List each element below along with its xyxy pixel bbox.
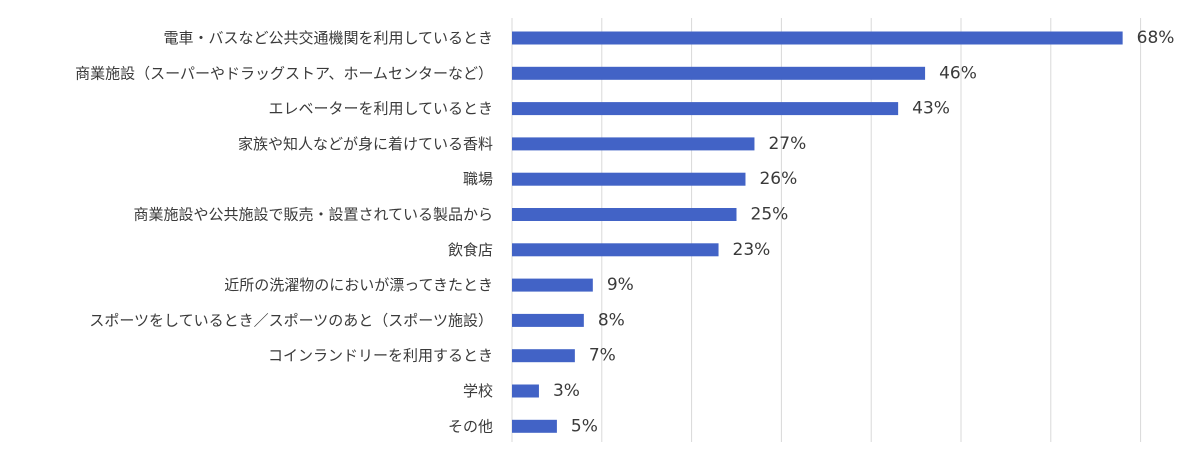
value-label: 8% bbox=[598, 310, 625, 330]
bar bbox=[512, 419, 557, 433]
category-label: 商業施設（スーパーやドラッグストア、ホームセンターなど） bbox=[75, 64, 493, 82]
value-label: 7% bbox=[589, 346, 616, 366]
value-label: 25% bbox=[751, 205, 789, 225]
bar bbox=[512, 349, 575, 363]
category-label: 電車・バスなど公共交通機関を利用しているとき bbox=[163, 29, 493, 47]
category-label: スポーツをしているとき／スポーツのあと（スポーツ施設） bbox=[89, 311, 493, 329]
value-label: 68% bbox=[1137, 28, 1175, 48]
category-label: 学校 bbox=[463, 382, 493, 400]
value-labels: 68% 46% 43% 27% 26% 25% 23% 9% 8% 7% 3% 5% bbox=[553, 28, 1174, 436]
bar bbox=[512, 208, 737, 221]
gridlines bbox=[511, 18, 1142, 442]
value-label: 43% bbox=[912, 99, 950, 119]
category-label: 商業施設や公共施設で販売・設置されている製品から bbox=[133, 206, 493, 224]
bar bbox=[512, 102, 899, 116]
category-labels: 電車・バスなど公共交通機関を利用しているとき商業施設（スーパーやドラッグストア、… bbox=[75, 29, 493, 435]
bar bbox=[512, 313, 584, 327]
bar bbox=[512, 66, 926, 80]
category-label: エレベーターを利用しているとき bbox=[268, 100, 493, 118]
bar bbox=[512, 243, 719, 257]
bar bbox=[512, 31, 1123, 45]
category-label: 家族や知人などが身に着けている香料 bbox=[238, 135, 493, 153]
value-label: 26% bbox=[759, 169, 797, 189]
category-label: 飲食店 bbox=[448, 241, 493, 259]
value-label: 3% bbox=[553, 381, 580, 401]
bar bbox=[512, 172, 746, 186]
bar bbox=[512, 384, 539, 398]
category-label: その他 bbox=[448, 417, 493, 435]
value-label: 46% bbox=[939, 63, 977, 83]
bar bbox=[512, 137, 755, 151]
category-label: コインランドリーを利用するとき bbox=[268, 347, 493, 365]
value-label: 9% bbox=[607, 275, 634, 295]
category-label: 職場 bbox=[463, 170, 493, 188]
value-label: 27% bbox=[768, 134, 806, 154]
bar bbox=[512, 278, 593, 292]
value-label: 5% bbox=[571, 416, 598, 436]
value-label: 23% bbox=[733, 240, 771, 260]
bars bbox=[512, 31, 1123, 433]
category-label: 近所の洗濯物のにおいが漂ってきたとき bbox=[224, 276, 493, 294]
